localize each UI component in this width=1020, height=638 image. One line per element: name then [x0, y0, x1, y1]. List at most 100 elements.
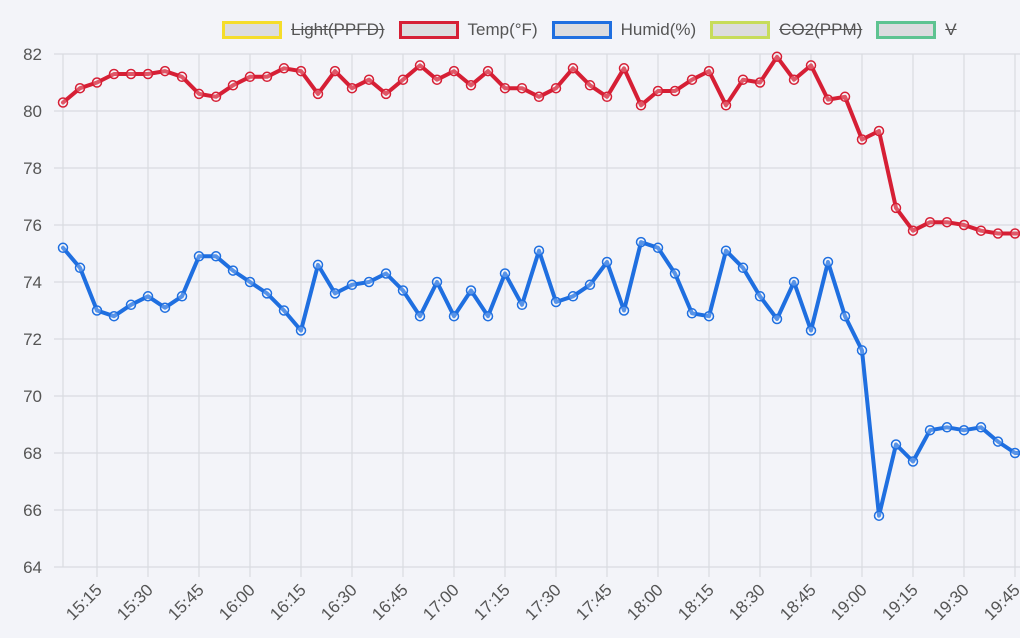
data-point[interactable]: [142, 291, 154, 302]
data-point[interactable]: [822, 256, 834, 268]
data-point[interactable]: [924, 216, 936, 228]
data-point[interactable]: [210, 251, 222, 262]
data-point[interactable]: [1009, 447, 1020, 459]
legend-item-humid[interactable]: Humid(%): [551, 20, 696, 40]
data-point[interactable]: [57, 242, 69, 254]
data-point[interactable]: [108, 68, 120, 80]
data-point[interactable]: [193, 251, 205, 262]
data-point[interactable]: [805, 325, 817, 336]
data-point[interactable]: [550, 82, 562, 94]
data-point[interactable]: [958, 219, 970, 231]
data-point[interactable]: [125, 299, 137, 311]
data-point[interactable]: [312, 88, 324, 100]
data-point[interactable]: [159, 302, 171, 313]
data-point[interactable]: [295, 65, 307, 77]
data-point[interactable]: [108, 310, 120, 322]
data-point[interactable]: [516, 299, 528, 311]
data-point[interactable]: [346, 279, 358, 291]
data-point[interactable]: [91, 77, 103, 88]
data-point[interactable]: [74, 82, 86, 94]
data-point[interactable]: [261, 288, 273, 299]
data-point[interactable]: [431, 74, 443, 85]
data-point[interactable]: [907, 456, 919, 467]
data-point[interactable]: [397, 285, 409, 296]
data-point[interactable]: [414, 310, 426, 322]
data-point[interactable]: [941, 216, 953, 228]
data-point[interactable]: [941, 422, 953, 433]
data-point[interactable]: [278, 63, 290, 74]
data-point[interactable]: [567, 291, 579, 302]
data-point[interactable]: [754, 77, 766, 88]
legend-item-v[interactable]: V: [876, 20, 957, 40]
data-point[interactable]: [550, 296, 562, 308]
data-point[interactable]: [533, 245, 545, 256]
data-point[interactable]: [703, 310, 715, 322]
data-point[interactable]: [329, 65, 341, 77]
data-point[interactable]: [74, 262, 86, 274]
data-point[interactable]: [822, 94, 834, 105]
data-point[interactable]: [686, 74, 698, 85]
data-point[interactable]: [227, 80, 239, 91]
data-point[interactable]: [380, 88, 392, 100]
data-point[interactable]: [618, 305, 630, 316]
data-point[interactable]: [601, 256, 613, 268]
data-point[interactable]: [516, 82, 528, 94]
data-point[interactable]: [890, 202, 902, 214]
data-point[interactable]: [703, 65, 715, 77]
data-point[interactable]: [482, 65, 494, 77]
data-point[interactable]: [448, 310, 460, 322]
legend-item-temp-f[interactable]: Temp(°F): [398, 20, 538, 40]
data-point[interactable]: [975, 225, 987, 236]
data-point[interactable]: [839, 91, 851, 103]
data-point[interactable]: [482, 310, 494, 322]
data-point[interactable]: [414, 60, 426, 71]
data-point[interactable]: [720, 100, 732, 111]
data-point[interactable]: [788, 74, 800, 85]
data-point[interactable]: [142, 68, 154, 80]
data-point[interactable]: [278, 305, 290, 316]
data-point[interactable]: [720, 245, 732, 256]
data-point[interactable]: [907, 225, 919, 236]
data-point[interactable]: [652, 85, 664, 97]
data-point[interactable]: [431, 276, 443, 288]
data-point[interactable]: [329, 288, 341, 299]
data-point[interactable]: [890, 439, 902, 450]
data-point[interactable]: [193, 88, 205, 100]
data-point[interactable]: [465, 80, 477, 91]
data-point[interactable]: [363, 74, 375, 85]
data-point[interactable]: [754, 291, 766, 302]
data-point[interactable]: [635, 100, 647, 111]
data-point[interactable]: [499, 268, 511, 279]
data-point[interactable]: [669, 85, 681, 97]
data-point[interactable]: [533, 91, 545, 103]
data-point[interactable]: [856, 345, 868, 356]
data-point[interactable]: [295, 325, 307, 336]
data-point[interactable]: [1009, 228, 1020, 239]
data-point[interactable]: [567, 63, 579, 74]
data-point[interactable]: [499, 82, 511, 94]
data-point[interactable]: [958, 424, 970, 436]
data-point[interactable]: [788, 276, 800, 288]
data-point[interactable]: [771, 51, 783, 63]
data-point[interactable]: [924, 424, 936, 436]
data-point[interactable]: [312, 259, 324, 271]
legend-item-co2-ppm[interactable]: CO2(PPM): [710, 20, 862, 40]
data-point[interactable]: [873, 125, 885, 137]
data-point[interactable]: [176, 71, 188, 83]
data-point[interactable]: [584, 279, 596, 291]
data-point[interactable]: [244, 71, 256, 83]
data-point[interactable]: [669, 268, 681, 279]
data-point[interactable]: [244, 276, 256, 288]
data-point[interactable]: [771, 313, 783, 325]
data-point[interactable]: [363, 276, 375, 288]
data-point[interactable]: [465, 285, 477, 296]
data-point[interactable]: [584, 80, 596, 91]
data-point[interactable]: [261, 71, 273, 83]
data-point[interactable]: [57, 97, 69, 108]
data-point[interactable]: [805, 60, 817, 71]
data-point[interactable]: [652, 242, 664, 254]
data-point[interactable]: [737, 74, 749, 85]
data-point[interactable]: [635, 236, 647, 248]
data-point[interactable]: [992, 228, 1004, 239]
data-point[interactable]: [91, 305, 103, 316]
